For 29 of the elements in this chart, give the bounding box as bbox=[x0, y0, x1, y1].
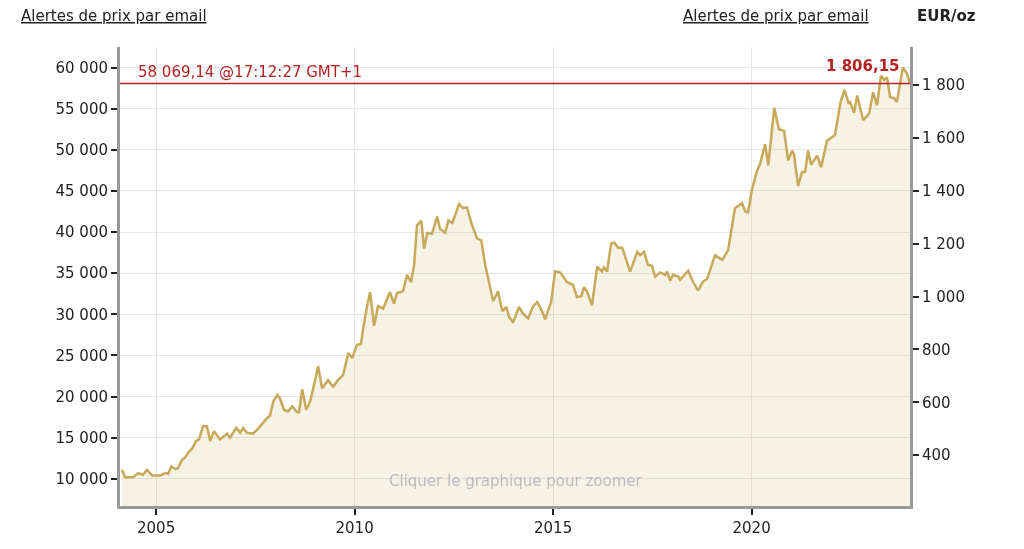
x-tick-label: 2015 bbox=[534, 519, 573, 537]
y2-tick-label: 1 800 bbox=[922, 76, 965, 95]
y2-axis-title: EUR/oz bbox=[917, 7, 976, 25]
x-tick-label: 2005 bbox=[137, 519, 176, 537]
y-tick-label: 20 000 bbox=[55, 387, 108, 406]
y2-tick-label: 600 bbox=[922, 393, 951, 412]
y-tick-label: 50 000 bbox=[55, 141, 108, 160]
y2-tick-label: 1 400 bbox=[922, 182, 965, 201]
y-tick-label: 25 000 bbox=[55, 346, 108, 365]
text: Alertes de prix par email bbox=[683, 7, 869, 25]
y2-tick-label: 1 000 bbox=[922, 287, 965, 306]
y2-tick-label: 400 bbox=[922, 446, 951, 465]
y2-tick-label: 1 600 bbox=[922, 129, 965, 148]
x-tick-label: 2020 bbox=[732, 519, 771, 537]
y-tick-label: 10 000 bbox=[55, 470, 108, 489]
y-tick-label: 45 000 bbox=[55, 182, 108, 201]
y2-tick-label: 1 200 bbox=[922, 234, 965, 253]
annotation: Cliquer le graphique pour zoomer bbox=[389, 472, 643, 490]
annotation: 1 806,15 bbox=[826, 57, 900, 75]
y-tick-label: 30 000 bbox=[55, 305, 108, 324]
y-tick-label: 40 000 bbox=[55, 223, 108, 242]
y-tick-label: 55 000 bbox=[55, 99, 108, 118]
y-tick-label: 35 000 bbox=[55, 264, 108, 283]
y2-tick-label: 800 bbox=[922, 340, 951, 359]
y-tick-label: 15 000 bbox=[55, 428, 108, 447]
text: Alertes de prix par email bbox=[21, 7, 207, 25]
x-tick-label: 2010 bbox=[335, 519, 374, 537]
ref-line-label: 58 069,14 @17:12:27 GMT+1 bbox=[138, 63, 363, 81]
y-tick-label: 60 000 bbox=[55, 58, 108, 77]
